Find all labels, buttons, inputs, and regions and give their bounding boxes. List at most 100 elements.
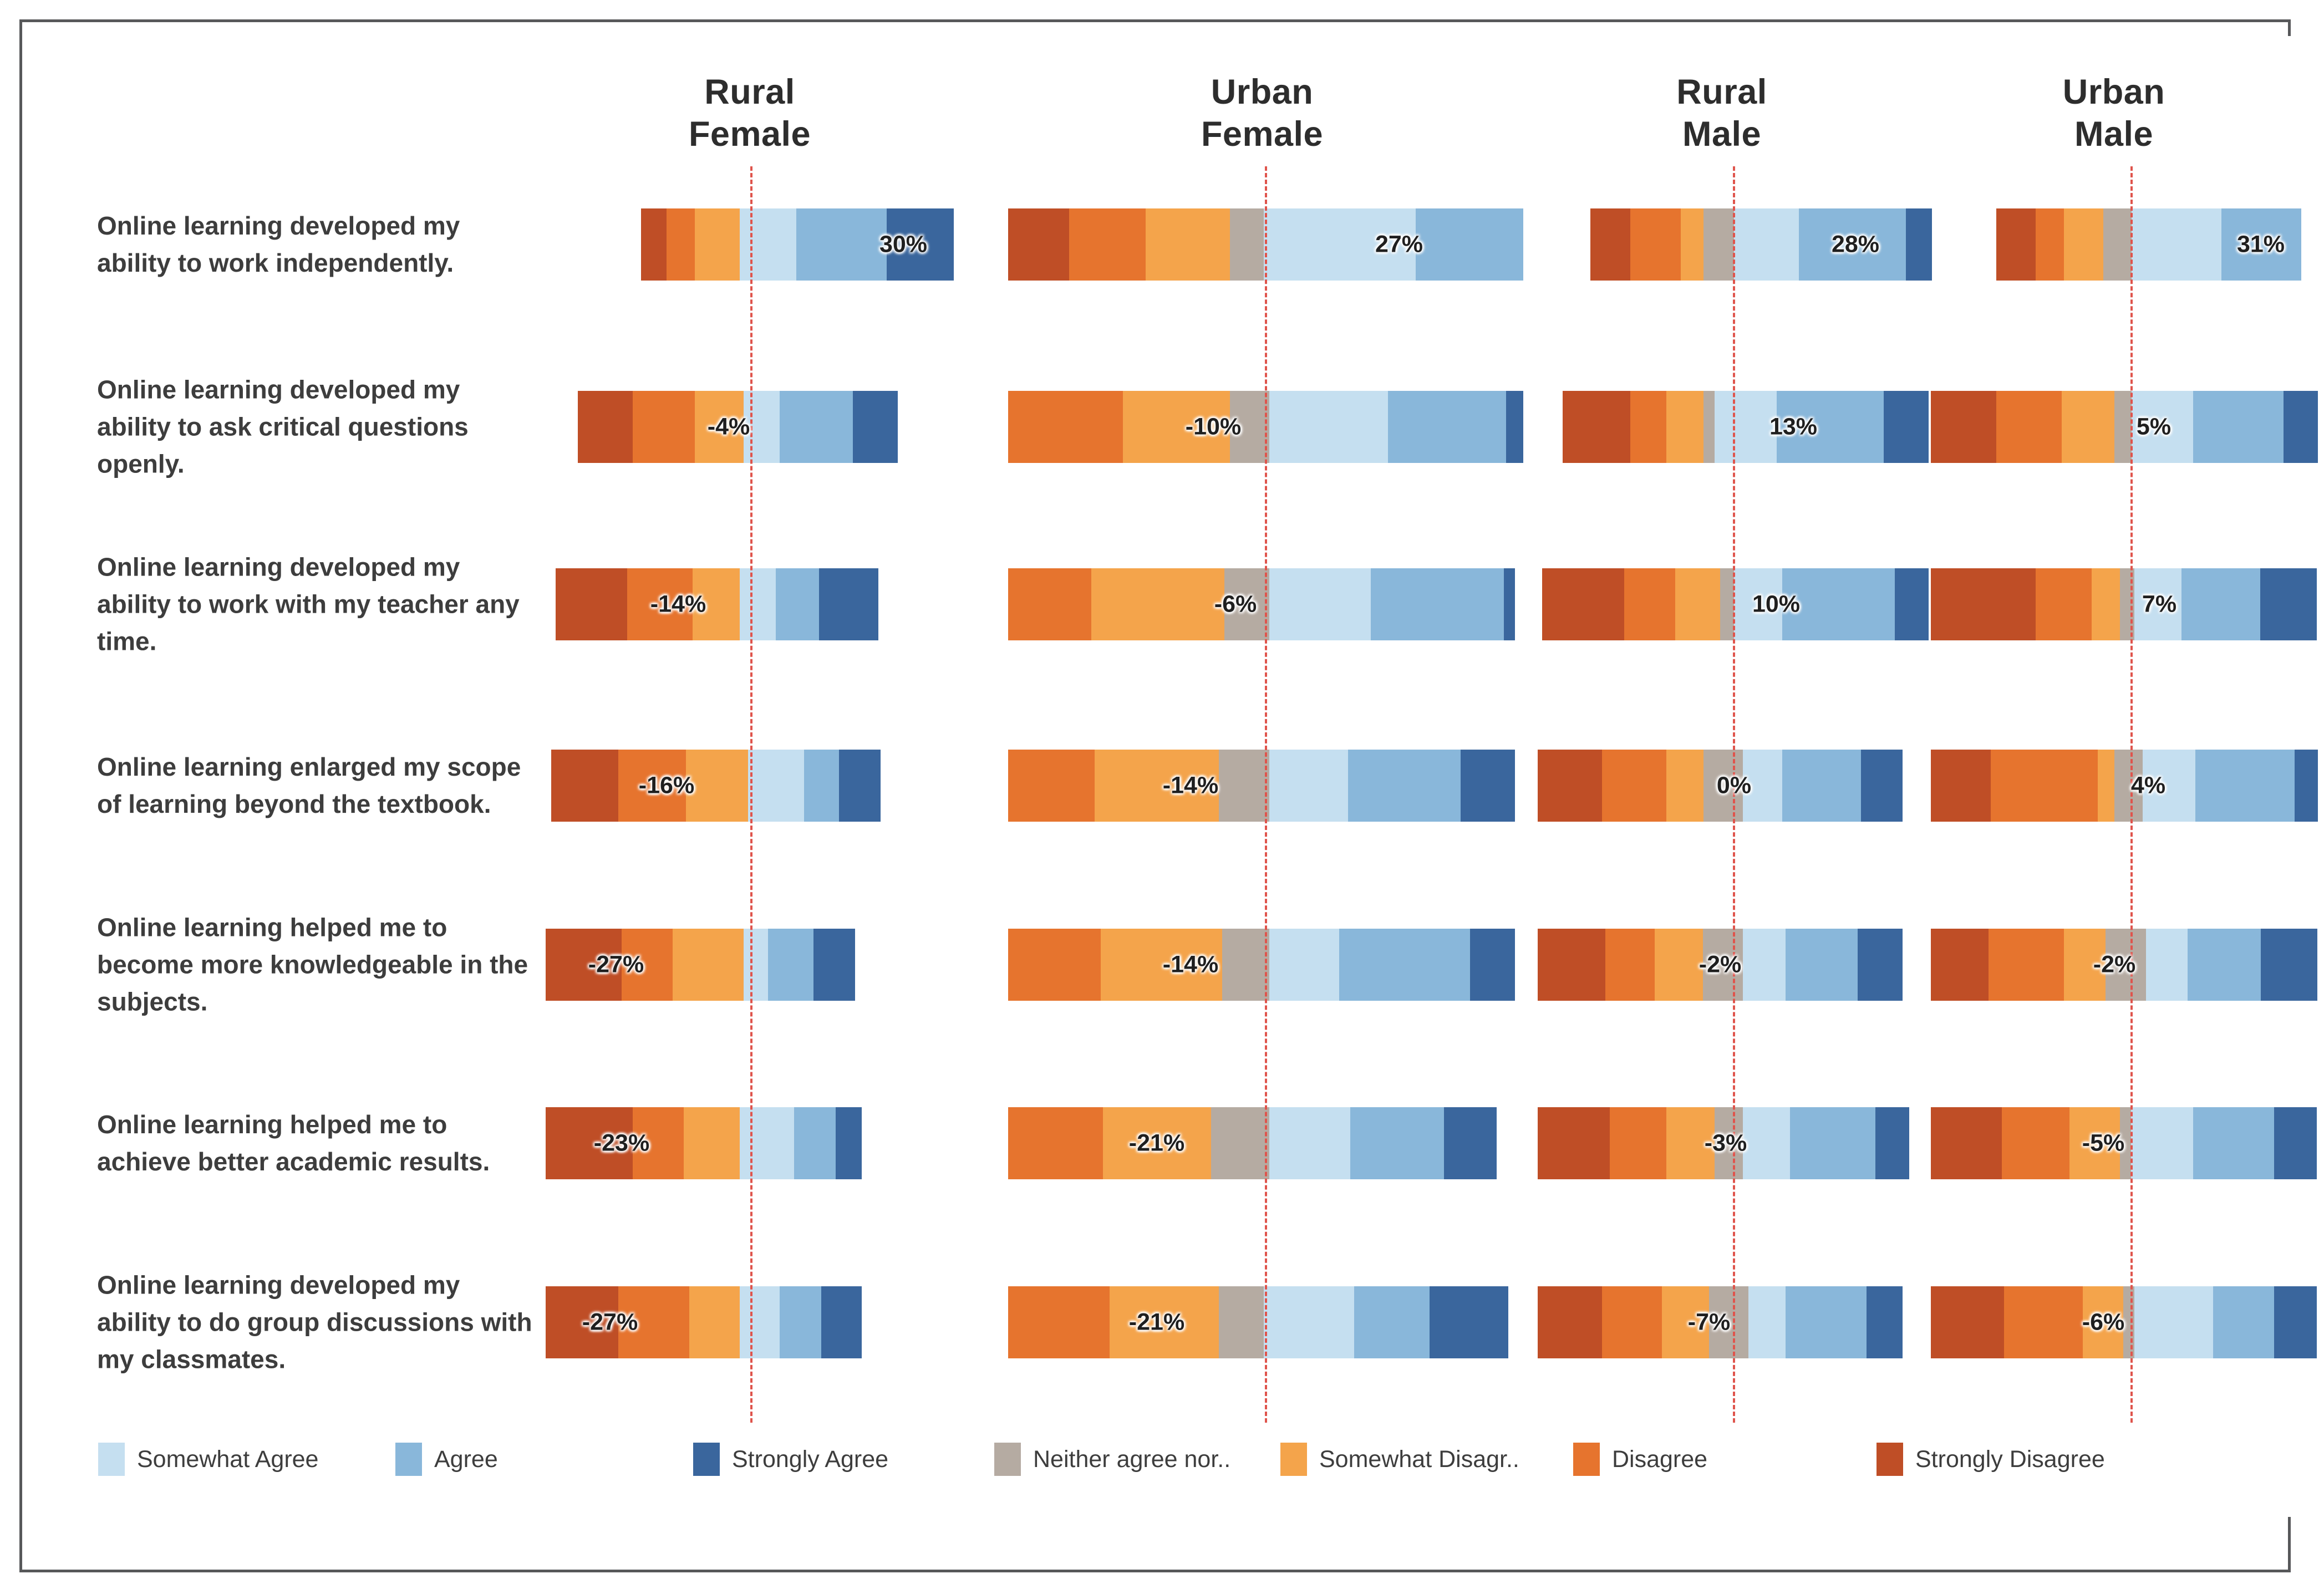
bar-segment-neither	[1703, 929, 1743, 1001]
column-header-line2: Female	[688, 115, 811, 154]
bar-segment-somewhat_disagree	[1655, 929, 1703, 1001]
stacked-bar-urban_male	[1996, 208, 2301, 281]
net-percentage-label: -3%	[1704, 1129, 1747, 1157]
bar-segment-strongly_agree	[2274, 1107, 2317, 1179]
bar-segment-neither	[2120, 1107, 2131, 1179]
bar-segment-strongly_agree	[1906, 208, 1932, 281]
bar-segment-somewhat_agree	[2131, 1107, 2193, 1179]
bar-segment-somewhat_agree	[2132, 208, 2221, 281]
bar-segment-neither	[2123, 1286, 2134, 1358]
net-percentage-label: -10%	[1185, 413, 1242, 440]
bar-segment-strongly_agree	[1884, 391, 1929, 463]
bar-segment-somewhat_disagree	[2092, 568, 2120, 640]
bar-segment-disagree	[1069, 208, 1146, 281]
legend-swatch-agree	[395, 1443, 422, 1476]
bar-segment-strongly_agree	[1867, 1286, 1903, 1358]
bar-segment-somewhat_agree	[1269, 929, 1339, 1001]
bar-segment-strongly_agree	[1506, 391, 1523, 463]
bar-segment-strongly_disagree	[1542, 568, 1624, 640]
bar-segment-somewhat_disagree	[686, 750, 748, 822]
bar-segment-disagree	[622, 929, 673, 1001]
bar-segment-somewhat_disagree	[695, 391, 744, 463]
bar-segment-strongly_disagree	[546, 1107, 633, 1179]
bar-segment-agree	[1777, 391, 1884, 463]
bar-segment-somewhat_disagree	[1110, 1286, 1219, 1358]
row-label: Online learning developed my ability to …	[97, 375, 469, 478]
row-label: Online learning developed my ability to …	[97, 211, 460, 277]
bar-segment-neither	[1224, 568, 1269, 640]
bar-segment-somewhat_agree	[748, 750, 804, 822]
bar-segment-somewhat_disagree	[1123, 391, 1230, 463]
bar-segment-strongly_disagree	[1931, 1107, 2002, 1179]
stacked-bar-urban_male	[1931, 568, 2317, 640]
bar-segment-somewhat_agree	[740, 568, 776, 640]
stacked-bar-urban_female	[1008, 391, 1523, 463]
bar-segment-neither	[1230, 391, 1269, 463]
bar-segment-strongly_disagree	[641, 208, 667, 281]
net-percentage-label: -14%	[1162, 772, 1219, 799]
legend-swatch-disagree	[1573, 1443, 1600, 1476]
bar-segment-strongly_agree	[1861, 750, 1903, 822]
column-header-line2: Male	[2074, 115, 2154, 154]
bar-segment-disagree	[1624, 568, 1675, 640]
bar-segment-agree	[780, 391, 853, 463]
bar-segment-disagree	[1008, 568, 1091, 640]
bar-segment-strongly_disagree	[1590, 208, 1630, 281]
bar-segment-somewhat_disagree	[2062, 391, 2114, 463]
bar-segment-strongly_agree	[1444, 1107, 1497, 1179]
bar-segment-somewhat_disagree	[1091, 568, 1224, 640]
bar-segment-strongly_agree	[836, 1107, 862, 1179]
bar-segment-somewhat_disagree	[1666, 391, 1703, 463]
bar-segment-somewhat_agree	[1743, 929, 1786, 1001]
stacked-bar-rural_male	[1538, 929, 1903, 1001]
bar-segment-agree	[1782, 750, 1861, 822]
bar-segment-disagree	[1008, 1286, 1110, 1358]
bar-segment-somewhat_agree	[2143, 750, 2195, 822]
stacked-bar-urban_female	[1008, 1286, 1508, 1358]
legend-label: Agree	[434, 1445, 498, 1473]
bar-segment-disagree	[1630, 208, 1681, 281]
stacked-bar-rural_male	[1538, 1107, 1909, 1179]
bar-segment-somewhat_disagree	[1103, 1107, 1211, 1179]
net-percentage-label: 4%	[2130, 772, 2166, 799]
legend-item-somewhat-disagree: Somewhat Disagr..	[1280, 1442, 1519, 1477]
bar-segment-strongly_agree	[2284, 391, 2318, 463]
frame-right-top-stub	[2288, 19, 2291, 36]
bar-segment-neither	[1703, 750, 1743, 822]
bar-segment-strongly_agree	[839, 750, 881, 822]
bar-segment-somewhat_agree	[740, 1286, 780, 1358]
legend-swatch-neither	[994, 1443, 1021, 1476]
bar-segment-strongly_disagree	[546, 1286, 618, 1358]
stacked-bar-urban_male	[1931, 391, 2318, 463]
bar-segment-strongly_agree	[819, 568, 878, 640]
bar-segment-somewhat_agree	[2132, 391, 2193, 463]
bar-segment-disagree	[1602, 750, 1666, 822]
bar-segment-somewhat_disagree	[693, 568, 740, 640]
bar-segment-somewhat_disagree	[2064, 929, 2106, 1001]
stacked-bar-urban_male	[1931, 750, 2318, 822]
net-percentage-label: -4%	[707, 413, 750, 440]
bar-segment-disagree	[1008, 1107, 1103, 1179]
net-percentage-label: 5%	[2136, 413, 2172, 440]
column-header-urban-female: Urban Female	[1085, 71, 1440, 155]
bar-segment-strongly_disagree	[1931, 1286, 2004, 1358]
bar-segment-strongly_disagree	[1538, 750, 1602, 822]
stacked-bar-rural_male	[1563, 391, 1929, 463]
bar-segment-agree	[2193, 1107, 2274, 1179]
bar-segment-agree	[2213, 1286, 2274, 1358]
bar-segment-strongly_disagree	[1931, 391, 1996, 463]
bar-segment-neither	[1222, 929, 1269, 1001]
bar-segment-strongly_agree	[2261, 929, 2317, 1001]
bar-segment-strongly_agree	[1430, 1286, 1508, 1358]
legend-item-strongly-agree: Strongly Agree	[693, 1442, 888, 1477]
legend-swatch-somewhat-agree	[98, 1443, 125, 1476]
bar-segment-strongly_disagree	[1538, 1107, 1610, 1179]
bar-segment-neither	[2114, 391, 2132, 463]
bar-segment-disagree	[633, 1107, 684, 1179]
frame-left	[19, 19, 22, 1572]
row-label: Online learning developed my ability to …	[97, 552, 520, 656]
bar-segment-somewhat_disagree	[695, 208, 740, 281]
bar-segment-neither	[1230, 208, 1264, 281]
bar-segment-strongly_agree	[2295, 750, 2318, 822]
